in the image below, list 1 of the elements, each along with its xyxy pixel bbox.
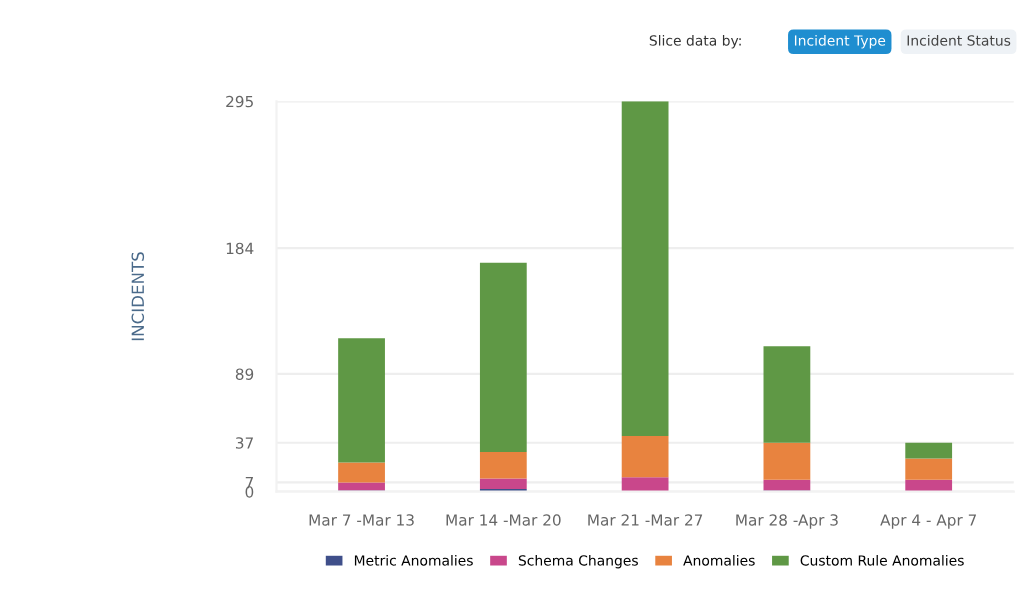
y-axis-title: INCIDENTS — [131, 252, 145, 341]
